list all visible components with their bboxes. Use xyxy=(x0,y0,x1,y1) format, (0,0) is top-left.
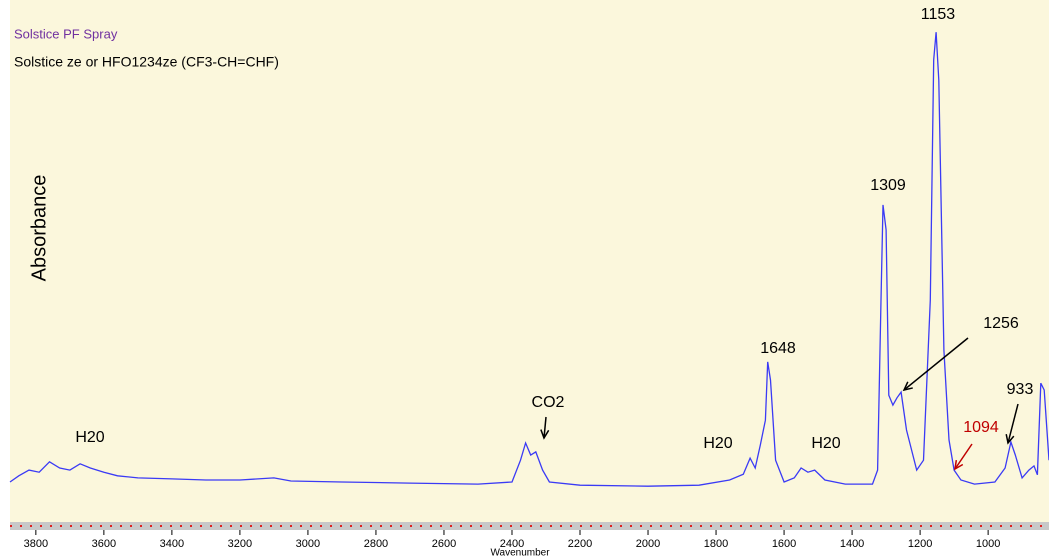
x-tick-label: 1600 xyxy=(772,538,796,550)
x-tick-label: 1000 xyxy=(976,538,1000,550)
annotation: H20 xyxy=(703,435,732,452)
x-tick-label: 3200 xyxy=(228,538,252,550)
annotation: 933 xyxy=(1007,381,1034,398)
x-tick-label: 2800 xyxy=(364,538,388,550)
x-tick-label: 2400 xyxy=(500,538,524,550)
x-tick-label: 3800 xyxy=(24,538,48,550)
x-tick-label: 1400 xyxy=(840,538,864,550)
annotation-arrowhead xyxy=(1005,434,1015,445)
annotation: H20 xyxy=(75,429,104,446)
x-tick-label: 2200 xyxy=(568,538,592,550)
annotation: CO2 xyxy=(532,394,565,411)
annotation: 1648 xyxy=(760,340,796,357)
x-tick-label: 3600 xyxy=(92,538,116,550)
annotation-arrowhead xyxy=(954,459,964,471)
x-tick-label: 3000 xyxy=(296,538,320,550)
annotation-arrow xyxy=(543,416,547,439)
annotation-arrow xyxy=(903,337,969,391)
plot-background xyxy=(10,0,1049,522)
chart-title: Solstice PF Spray xyxy=(14,26,118,41)
annotation-arrowhead xyxy=(902,381,913,392)
annotation: 1309 xyxy=(870,177,906,194)
x-axis-label: Wavenumber xyxy=(490,548,550,559)
x-tick-label: 2600 xyxy=(432,538,456,550)
axis-bar xyxy=(10,522,1049,530)
annotation-arrowhead xyxy=(540,429,550,440)
annotation: H20 xyxy=(811,435,840,452)
x-tick-label: 1800 xyxy=(704,538,728,550)
annotation: 1153 xyxy=(921,6,956,23)
x-tick-label: 1200 xyxy=(908,538,932,550)
annotation-arrow xyxy=(954,443,973,470)
annotation: 1094 xyxy=(963,419,999,436)
spectrum-line xyxy=(9,32,1049,487)
annotation-arrow xyxy=(1007,403,1019,444)
chart-subtitle: Solstice ze or HFO1234ze (CF3-CH=CHF) xyxy=(14,54,279,70)
y-axis-label: Absorbance xyxy=(28,175,50,282)
x-tick-label: 3400 xyxy=(160,538,184,550)
annotation: 1256 xyxy=(983,315,1019,332)
x-tick-label: 2000 xyxy=(636,538,660,550)
